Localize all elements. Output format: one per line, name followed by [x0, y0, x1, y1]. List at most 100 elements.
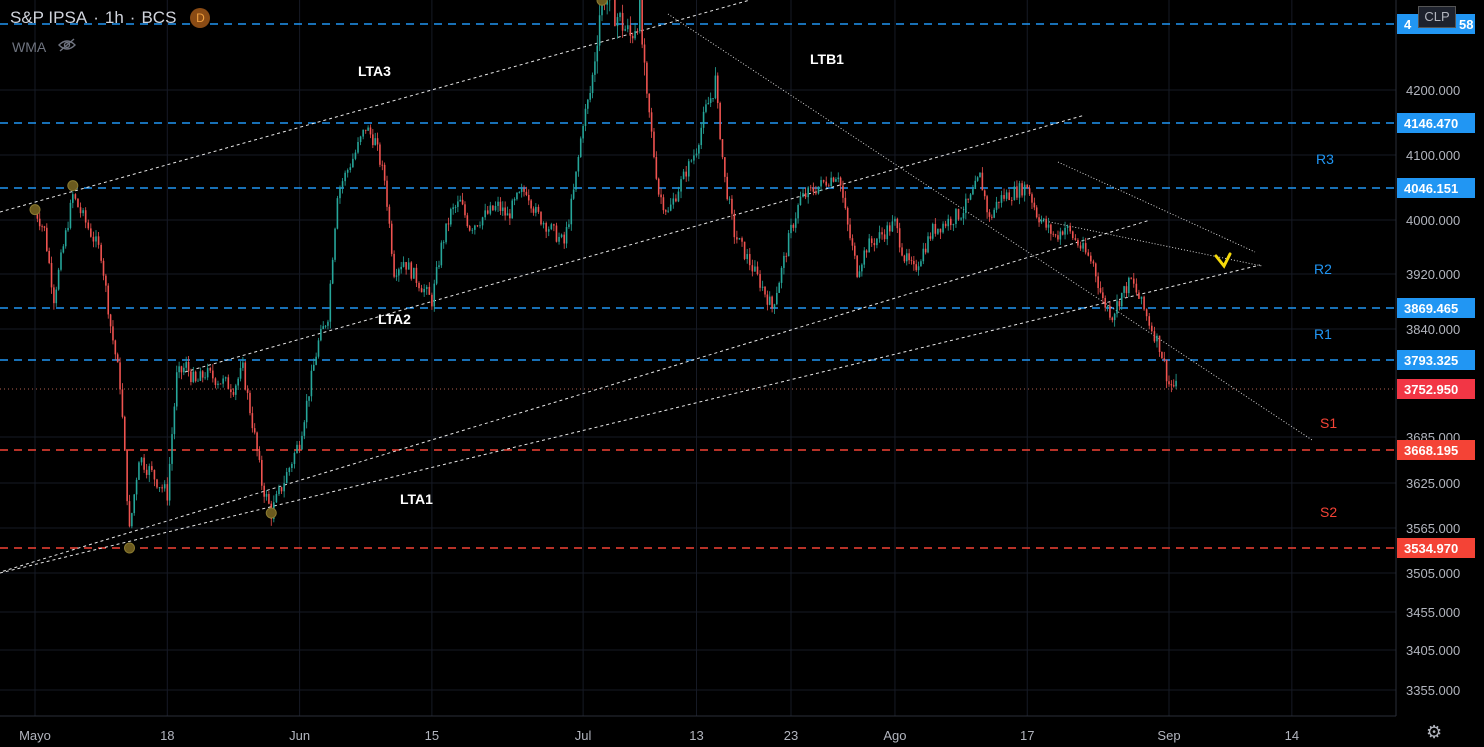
candle-body — [79, 207, 82, 214]
candle-body — [1161, 351, 1163, 359]
candle-body — [140, 457, 143, 463]
candle-body — [702, 111, 705, 128]
candle-body — [761, 286, 764, 288]
annotations: LTA3 LTB1 LTA2 LTA1 R3 R2 R1 S1 S2 — [29, 0, 1337, 554]
candle-body — [1120, 292, 1123, 307]
candle-body — [883, 234, 886, 240]
candle-body — [903, 255, 906, 262]
candle-body — [934, 223, 937, 234]
candle-body — [428, 286, 431, 295]
candle-body — [878, 232, 881, 239]
candle-body — [258, 451, 261, 460]
symbol-header[interactable]: S&P IPSA · 1h · BCS D — [10, 8, 211, 28]
candle-body — [783, 255, 785, 268]
candle-body — [825, 181, 828, 186]
candle-body — [283, 483, 285, 492]
candle-body — [445, 223, 447, 243]
candle-body — [1040, 219, 1043, 223]
candle-body — [641, 0, 643, 45]
price-tag: 3534.970 — [1404, 541, 1458, 556]
candle-body — [655, 157, 658, 179]
candle-body — [1031, 194, 1033, 203]
candle-body — [988, 212, 991, 217]
candle-body — [249, 392, 251, 414]
candles — [34, 0, 1177, 529]
candle-body — [447, 223, 450, 225]
time-axis-label: 15 — [425, 728, 439, 743]
candle-body — [662, 197, 665, 211]
time-axis[interactable]: Mayo 18 Jun 15 Jul 13 23 Ago 17 Sep 14 — [19, 728, 1299, 743]
currency-button[interactable]: CLP — [1418, 6, 1456, 28]
candle-body — [693, 155, 695, 161]
time-axis-label: 18 — [160, 728, 174, 743]
wedge-upper-line[interactable] — [1057, 161, 1256, 253]
candle-body — [410, 262, 413, 279]
interval[interactable]: 1h — [104, 8, 124, 27]
candle-body — [331, 259, 334, 284]
candle-body — [587, 99, 589, 109]
delayed-badge[interactable]: D — [190, 8, 211, 28]
trendline-lta1[interactable] — [0, 264, 1261, 574]
candle-body — [285, 472, 288, 484]
candle-body — [102, 260, 105, 276]
candle-body — [298, 444, 301, 450]
candle-body — [1082, 243, 1084, 249]
trendline-lta3[interactable] — [0, 0, 751, 213]
candle-body — [680, 179, 682, 192]
candle-body — [138, 462, 140, 480]
candle-body — [222, 378, 224, 384]
candle-body — [802, 193, 804, 197]
time-axis-label: 23 — [784, 728, 798, 743]
candle-body — [450, 209, 452, 225]
candle-body — [197, 380, 199, 382]
candle-body — [1106, 306, 1109, 308]
eye-hidden-icon[interactable] — [58, 38, 77, 55]
trendlines[interactable] — [0, 0, 1313, 574]
symbol-name[interactable]: S&P IPSA — [10, 8, 88, 27]
candle-body — [616, 17, 619, 27]
candle-body — [344, 172, 346, 182]
trendline-lta1[interactable] — [0, 219, 1151, 573]
candle-body — [778, 282, 780, 293]
candle-body — [939, 228, 942, 233]
candle-body — [853, 245, 856, 256]
candle-body — [905, 253, 908, 262]
zone-label: S1 — [1320, 415, 1337, 431]
candle-body — [224, 377, 227, 379]
candle-body — [820, 180, 822, 187]
candle-body — [1018, 183, 1021, 198]
candle-body — [922, 248, 925, 262]
candle-body — [844, 197, 847, 209]
candle-body — [303, 422, 306, 436]
candle-body — [464, 204, 466, 216]
candle-body — [1090, 255, 1092, 262]
price-axis[interactable]: 4200.000 4100.000 4000.000 3920.000 3840.000… — [1406, 83, 1460, 698]
candle-body — [97, 236, 100, 245]
gear-icon[interactable]: ⚙ — [1426, 722, 1443, 742]
candle-body — [532, 208, 535, 213]
horizontal-levels[interactable] — [0, 23, 1396, 549]
candle-body — [339, 187, 341, 199]
candle-body — [379, 144, 381, 165]
price-tags: 4 58 4146.470 4046.151 3869.465 3793.325 3668.… — [1397, 14, 1475, 558]
candle-body — [77, 198, 79, 208]
indicator-legend[interactable]: WMA — [12, 38, 77, 55]
candle-body — [511, 200, 514, 219]
candle-body — [822, 180, 825, 182]
candle-body — [239, 367, 242, 379]
price-tag-bg — [1397, 298, 1475, 318]
candle-body — [452, 207, 454, 210]
candle-body — [362, 129, 364, 137]
candle-body — [986, 196, 988, 213]
candle-body — [596, 45, 599, 62]
candle-body — [1092, 261, 1095, 264]
candle-body — [251, 413, 254, 429]
candle-body — [927, 236, 929, 253]
candle-body — [768, 296, 771, 305]
candle-body — [974, 180, 977, 190]
candle-body — [256, 432, 258, 452]
candle-body — [815, 191, 817, 194]
candle-body — [212, 370, 214, 379]
